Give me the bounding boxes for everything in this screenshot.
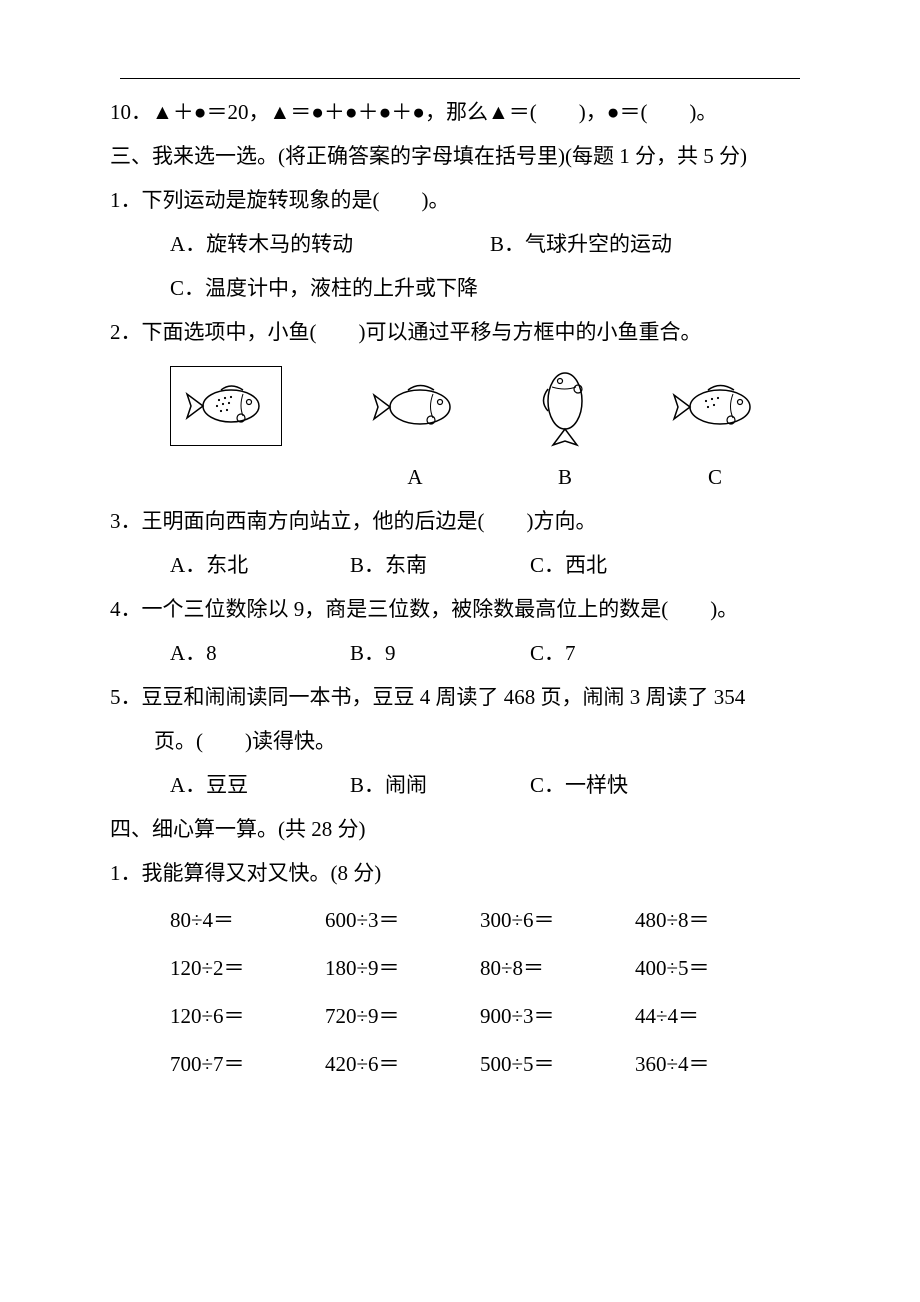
q2-labels: A B C [110,455,810,499]
calc-title: 1．我能算得又对又快。(8 分) [110,851,810,895]
calc-3-3: 360÷4＝ [635,1040,790,1088]
q1-opt-a: A．旋转木马的转动 [170,222,490,266]
q4-opt-a: A．8 [170,631,350,675]
calc-row-3: 700÷7＝ 420÷6＝ 500÷5＝ 360÷4＝ [170,1040,810,1088]
q5-options: A．豆豆 B．闹闹 C．一样快 [110,763,810,807]
q5-opt-a: A．豆豆 [170,763,350,807]
q5-opt-c: C．一样快 [530,763,710,807]
calc-0-2: 300÷6＝ [480,896,635,944]
q4-stem: 4．一个三位数除以 9，商是三位数，被除数最高位上的数是( )。 [110,587,810,631]
calc-3-1: 420÷6＝ [325,1040,480,1088]
fish-b-icon [535,361,595,451]
calc-3-0: 700÷7＝ [170,1040,325,1088]
calc-row-0: 80÷4＝ 600÷3＝ 300÷6＝ 480÷8＝ [170,896,810,944]
q2-figures [110,361,810,451]
q5-stem-l2: 页。( )读得快。 [110,719,810,763]
q5-stem-l1: 5．豆豆和闹闹读同一本书，豆豆 4 周读了 468 页，闹闹 3 周读了 354 [110,675,810,719]
calc-2-3: 44÷4＝ [635,992,790,1040]
calc-0-3: 480÷8＝ [635,896,790,944]
q1-opt-b: B．气球升空的运动 [490,222,672,266]
calc-1-3: 400÷5＝ [635,944,790,992]
q2-label-a: A [340,455,490,499]
q5-opt-b: B．闹闹 [350,763,530,807]
fish-a-icon [368,377,463,435]
header-rule [120,78,800,79]
calc-2-1: 720÷9＝ [325,992,480,1040]
calc-2-0: 120÷6＝ [170,992,325,1040]
q2-fig-a [340,377,490,435]
calc-1-2: 80÷8＝ [480,944,635,992]
q2-ref-cell [170,366,340,446]
calc-2-2: 900÷3＝ [480,992,635,1040]
q2-fig-b [490,361,640,451]
calc-row-1: 120÷2＝ 180÷9＝ 80÷8＝ 400÷5＝ [170,944,810,992]
q4-options: A．8 B．9 C．7 [110,631,810,675]
q1-stem: 1．下列运动是旋转现象的是( )。 [110,178,810,222]
q2-fig-c [640,377,790,435]
fish-c-icon [668,377,763,435]
q10: 10．▲＋●＝20，▲＝●＋●＋●＋●，那么▲＝( )，●＝( )。 [110,90,810,134]
q3-opt-b: B．东南 [350,543,530,587]
calc-3-2: 500÷5＝ [480,1040,635,1088]
calc-1-1: 180÷9＝ [325,944,480,992]
q2-ref-box [170,366,282,446]
q4-opt-c: C．7 [530,631,710,675]
calc-0-1: 600÷3＝ [325,896,480,944]
calc-row-2: 120÷6＝ 720÷9＝ 900÷3＝ 44÷4＝ [170,992,810,1040]
calc-grid: 80÷4＝ 600÷3＝ 300÷6＝ 480÷8＝ 120÷2＝ 180÷9＝… [110,896,810,1089]
q1-row1: A．旋转木马的转动 B．气球升空的运动 [110,222,810,266]
q1-opt-c: C．温度计中，液柱的上升或下降 [110,266,810,310]
q2-label-c: C [640,455,790,499]
q3-opt-c: C．西北 [530,543,710,587]
calc-0-0: 80÷4＝ [170,896,325,944]
q2-stem: 2．下面选项中，小鱼( )可以通过平移与方框中的小鱼重合。 [110,310,810,354]
q3-opt-a: A．东北 [170,543,350,587]
section-3-heading: 三、我来选一选。(将正确答案的字母填在括号里)(每题 1 分，共 5 分) [110,134,810,178]
calc-1-0: 120÷2＝ [170,944,325,992]
content: 10．▲＋●＝20，▲＝●＋●＋●＋●，那么▲＝( )，●＝( )。 三、我来选… [110,90,810,1089]
fish-ref-icon [181,378,271,433]
q2-label-spacer [170,455,340,499]
q4-opt-b: B．9 [350,631,530,675]
section-4-heading: 四、细心算一算。(共 28 分) [110,807,810,851]
q3-options: A．东北 B．东南 C．西北 [110,543,810,587]
page: 10．▲＋●＝20，▲＝●＋●＋●＋●，那么▲＝( )，●＝( )。 三、我来选… [0,0,920,1302]
q2-label-b: B [490,455,640,499]
q3-stem: 3．王明面向西南方向站立，他的后边是( )方向。 [110,499,810,543]
